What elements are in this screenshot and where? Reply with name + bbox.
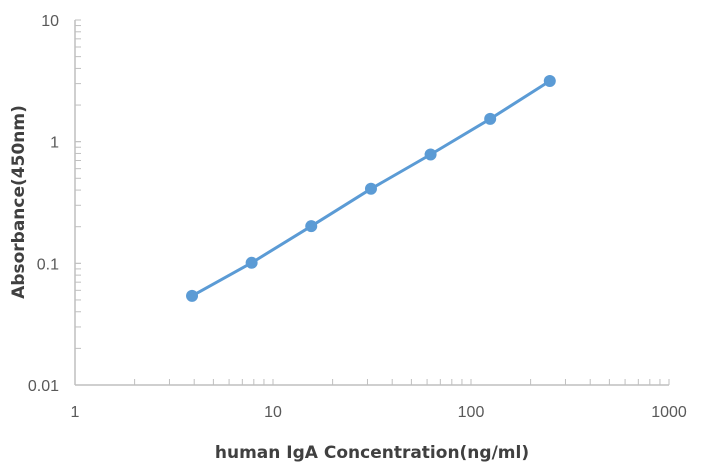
y-tick-label: 0.1: [37, 256, 59, 273]
data-point-marker: [484, 112, 497, 125]
plot-area: [186, 75, 556, 302]
axes: [74, 19, 670, 386]
x-tick-label: 10: [264, 404, 282, 421]
x-axis-tick-labels: 1 10 100 1000: [71, 404, 687, 421]
x-axis-title: human IgA Concentration(ng/ml): [215, 443, 529, 463]
data-point-marker: [424, 148, 437, 161]
data-point-marker: [245, 256, 258, 269]
data-point-marker: [186, 289, 199, 302]
x-tick-label: 1: [71, 404, 80, 421]
y-tick-label: 0.01: [28, 378, 59, 395]
y-tick-label: 1: [50, 135, 59, 152]
data-point-marker: [305, 220, 318, 233]
y-tick-label: 10: [41, 13, 59, 30]
data-point-marker: [543, 75, 556, 88]
y-axis-tick-labels: 0.01 0.1 1 10: [28, 13, 59, 395]
x-tick-label: 100: [458, 404, 485, 421]
x-tick-label: 1000: [651, 404, 687, 421]
y-axis-title: Absorbance(450nm): [9, 105, 29, 299]
data-point-marker: [364, 182, 377, 195]
